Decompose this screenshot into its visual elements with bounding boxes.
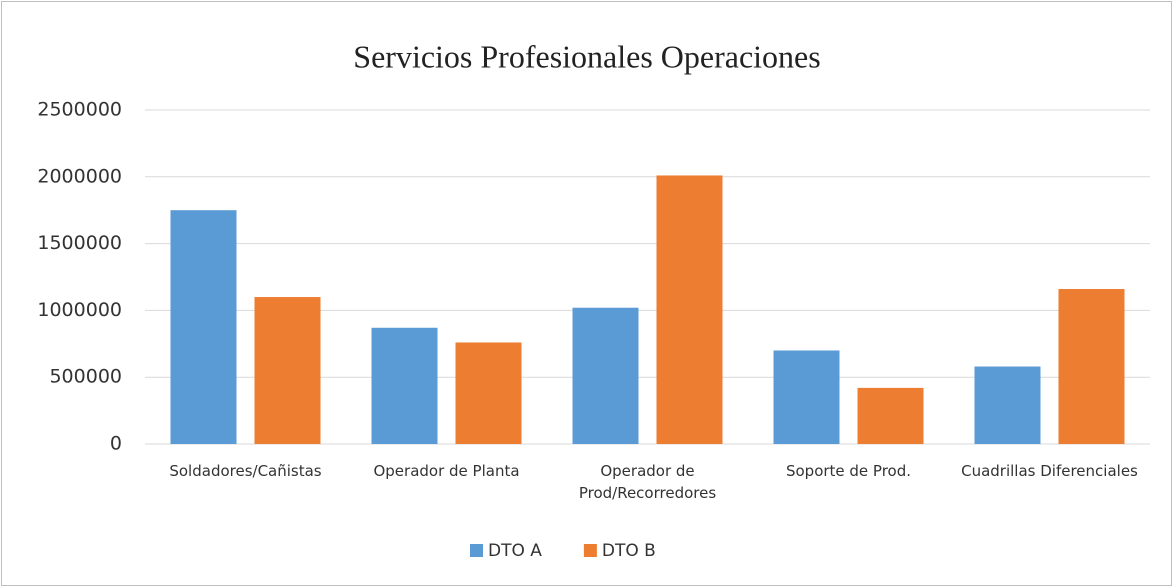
bar [371, 327, 438, 444]
bar [254, 297, 321, 444]
bar [974, 366, 1041, 444]
legend-label: DTO B [602, 541, 656, 561]
x-tick-label: Operador de Planta [373, 462, 520, 480]
bar [656, 175, 723, 445]
bar [572, 307, 639, 444]
y-tick-label: 2000000 [37, 165, 122, 187]
legend-label: DTO A [488, 541, 542, 561]
x-tick-label: Operador de Prod/Recorredores [578, 462, 717, 502]
legend-swatch [470, 544, 483, 557]
y-tick-label: 1000000 [37, 299, 122, 321]
y-tick-label: 0 [110, 433, 122, 455]
bar [1058, 289, 1125, 444]
y-tick-label: 500000 [49, 366, 122, 388]
bar [773, 350, 840, 444]
x-tick-label: Soldadores/Cañistas [169, 462, 322, 480]
bar [455, 342, 522, 444]
x-tick-label: Cuadrillas Diferenciales [961, 462, 1138, 480]
bar [857, 387, 924, 444]
x-tick-label: Soporte de Prod. [785, 462, 912, 480]
legend-swatch [583, 544, 597, 557]
bar [170, 210, 237, 444]
y-tick-label: 1500000 [37, 232, 122, 254]
chart-title: Servicios Profesionales Operaciones [353, 38, 820, 74]
y-tick-label: 2500000 [37, 99, 122, 121]
